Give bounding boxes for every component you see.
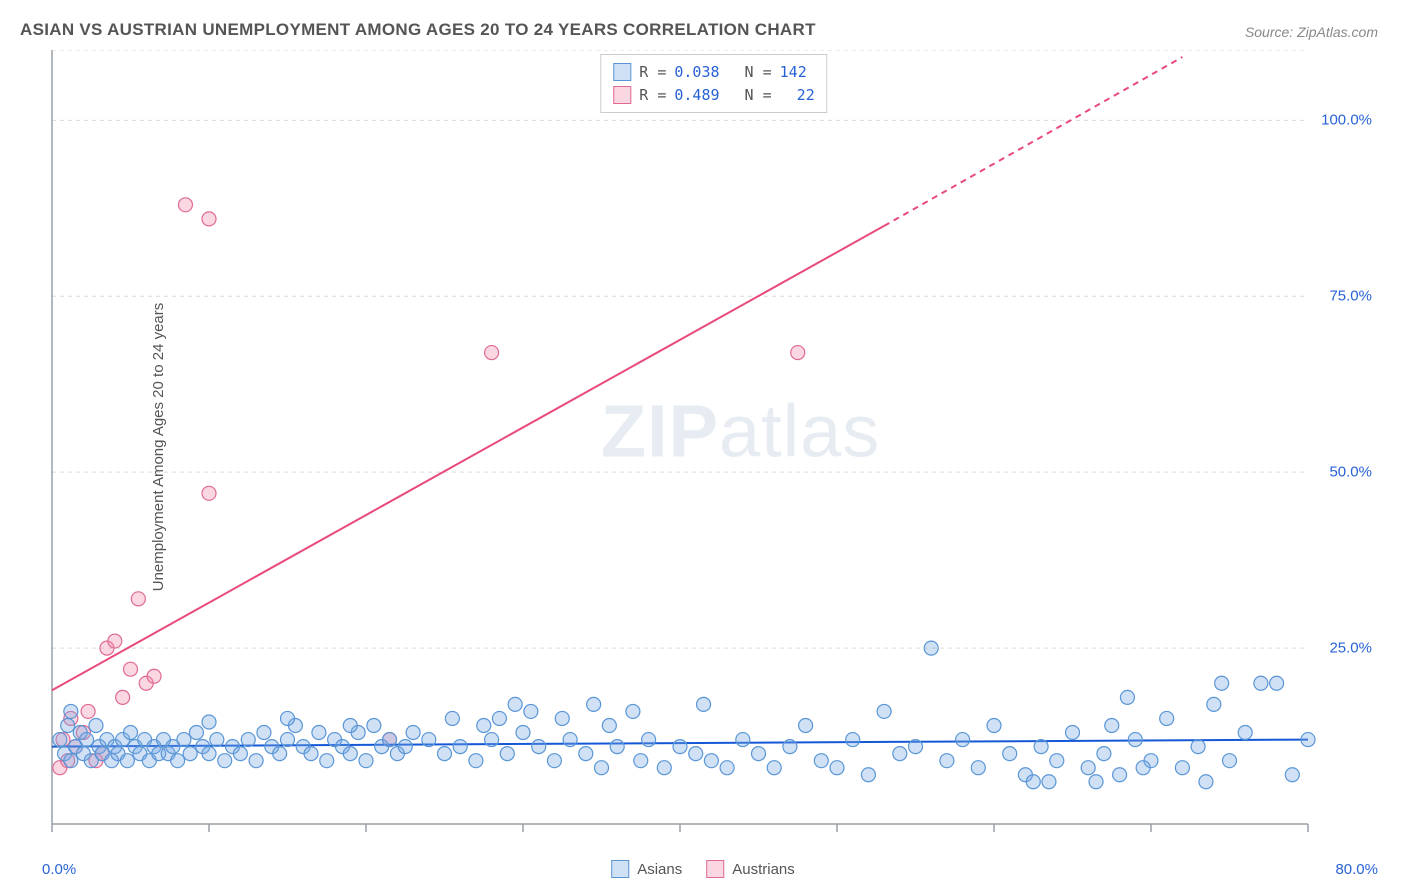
x-axis-min-label: 0.0% — [42, 861, 76, 878]
swatch-icon — [613, 63, 631, 81]
swatch-icon — [611, 860, 629, 878]
y-tick-label: 50.0% — [1329, 464, 1372, 481]
y-tick-label: 75.0% — [1329, 288, 1372, 305]
legend-row-asians: R = 0.038 N = 142 — [613, 61, 814, 84]
legend-row-austrians: R = 0.489 N = 22 — [613, 84, 814, 107]
y-tick-label: 25.0% — [1329, 640, 1372, 657]
legend-item-asians: Asians — [611, 860, 682, 878]
chart-container: Unemployment Among Ages 20 to 24 years Z… — [50, 50, 1378, 844]
chart-title: ASIAN VS AUSTRIAN UNEMPLOYMENT AMONG AGE… — [20, 20, 816, 40]
correlation-legend: R = 0.038 N = 142 R = 0.489 N = 22 — [600, 54, 827, 113]
y-tick-label: 100.0% — [1321, 112, 1372, 129]
x-axis-max-label: 80.0% — [1335, 861, 1378, 878]
swatch-icon — [613, 86, 631, 104]
swatch-icon — [706, 860, 724, 878]
scatter-plot — [50, 50, 1378, 844]
series-legend: Asians Austrians — [611, 860, 795, 878]
legend-item-austrians: Austrians — [706, 860, 795, 878]
source-attribution: Source: ZipAtlas.com — [1245, 24, 1378, 40]
